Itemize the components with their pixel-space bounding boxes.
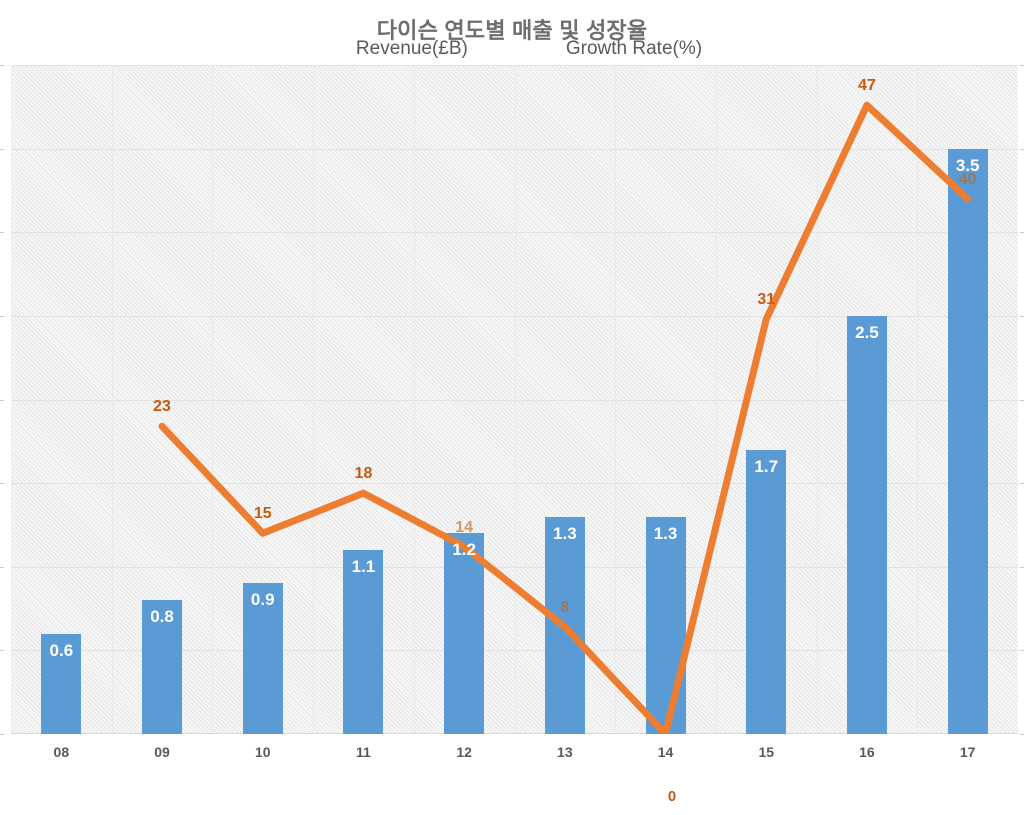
axis-tick-mark <box>0 148 4 150</box>
axis-tick-mark <box>0 315 4 317</box>
bar-08[interactable] <box>41 633 82 734</box>
axis-tick-mark <box>0 65 4 66</box>
gridline-vertical <box>917 65 919 734</box>
axis-tick-mark <box>0 399 4 401</box>
x-axis-tick-10: 10 <box>254 744 271 760</box>
x-axis-tick-16: 16 <box>859 744 875 760</box>
growth-value-label-09: 23 <box>153 398 171 416</box>
gridline-vertical <box>111 65 113 734</box>
gridline-vertical <box>816 65 818 734</box>
axis-tick-mark <box>1020 315 1024 317</box>
growth-value-label-17: 40 <box>958 170 977 188</box>
axis-tick-mark <box>0 650 4 652</box>
axis-tick-mark <box>1020 399 1024 401</box>
bar-16[interactable] <box>846 315 887 734</box>
bar-value-label-10: 0.9 <box>250 590 275 610</box>
x-axis: 08 09 10 11 12 13 14 15 16 17 <box>11 734 1018 774</box>
bar-17[interactable] <box>947 148 988 734</box>
bars-layer <box>11 65 1018 734</box>
gridline-vertical <box>715 65 717 734</box>
x-axis-tick-14: 14 <box>657 744 674 760</box>
bar-value-label-09: 0.8 <box>150 607 174 627</box>
growth-value-label-11: 18 <box>354 465 373 483</box>
bar-value-label-12: 1.2 <box>452 540 476 560</box>
growth-value-label-10: 15 <box>253 505 272 523</box>
bar-09[interactable] <box>142 600 183 734</box>
axis-tick-mark <box>1020 65 1024 66</box>
bar-11[interactable] <box>343 550 384 734</box>
bar-15[interactable] <box>746 449 787 734</box>
bar-value-label-13: 1.3 <box>553 523 577 543</box>
bar-value-label-16: 2.5 <box>855 322 879 342</box>
gridline-vertical <box>313 65 315 734</box>
axis-baseline <box>11 733 1018 734</box>
x-axis-tick-11: 11 <box>356 744 371 760</box>
bar-10[interactable] <box>242 583 283 734</box>
data-labels-layer: 0.60.80.91.11.21.31.31.72.53.52315181480… <box>11 65 1018 734</box>
chart-title: 다이슨 연도별 매출 및 성장율 <box>376 18 648 43</box>
growth-rate-line-layer <box>158 101 972 734</box>
axis-tick-mark <box>0 734 4 735</box>
axis-tick-mark <box>1020 734 1024 735</box>
growth-value-label-15: 31 <box>757 291 776 309</box>
bar-value-label-15: 1.7 <box>754 456 779 476</box>
x-axis-tick-17: 17 <box>959 744 976 760</box>
bar-value-label-17: 3.5 <box>955 155 980 175</box>
x-axis-tick-09: 09 <box>154 744 170 760</box>
growth-value-label-16: 47 <box>858 77 876 95</box>
below-axis-zero-label: 0 <box>667 788 677 805</box>
growth-value-label-13: 8 <box>560 598 570 616</box>
axis-tick-mark <box>1020 232 1024 234</box>
axis-tick-mark <box>1020 566 1024 568</box>
gridline-vertical <box>413 65 415 734</box>
gridline-vertical <box>615 65 617 734</box>
axis-tick-mark <box>0 483 4 485</box>
axis-tick-mark <box>0 232 4 234</box>
x-axis-tick-12: 12 <box>456 744 472 760</box>
x-axis-tick-15: 15 <box>758 744 775 760</box>
x-axis-tick-13: 13 <box>557 744 573 760</box>
bar-value-label-08: 0.6 <box>49 640 74 660</box>
bar-value-label-11: 1.1 <box>351 557 376 577</box>
growth-value-label-12: 14 <box>455 518 474 536</box>
bar-value-label-14: 1.3 <box>653 523 678 543</box>
growth-rate-line[interactable] <box>158 101 972 734</box>
gridlines <box>11 65 1018 734</box>
legend-line-swatch-icon <box>528 45 558 54</box>
gridline-vertical <box>212 65 214 734</box>
bar-14[interactable] <box>645 516 686 734</box>
axis-tick-mark <box>1020 650 1024 652</box>
axis-tick-mark <box>1020 148 1024 150</box>
x-axis-tick-08: 08 <box>53 744 70 760</box>
bar-12[interactable] <box>444 533 485 734</box>
axis-tick-mark <box>0 566 4 568</box>
plot-area: 0.60.80.91.11.21.31.31.72.53.52315181480… <box>11 65 1018 734</box>
gridline-vertical <box>514 65 516 734</box>
axis-tick-mark <box>1020 483 1024 485</box>
